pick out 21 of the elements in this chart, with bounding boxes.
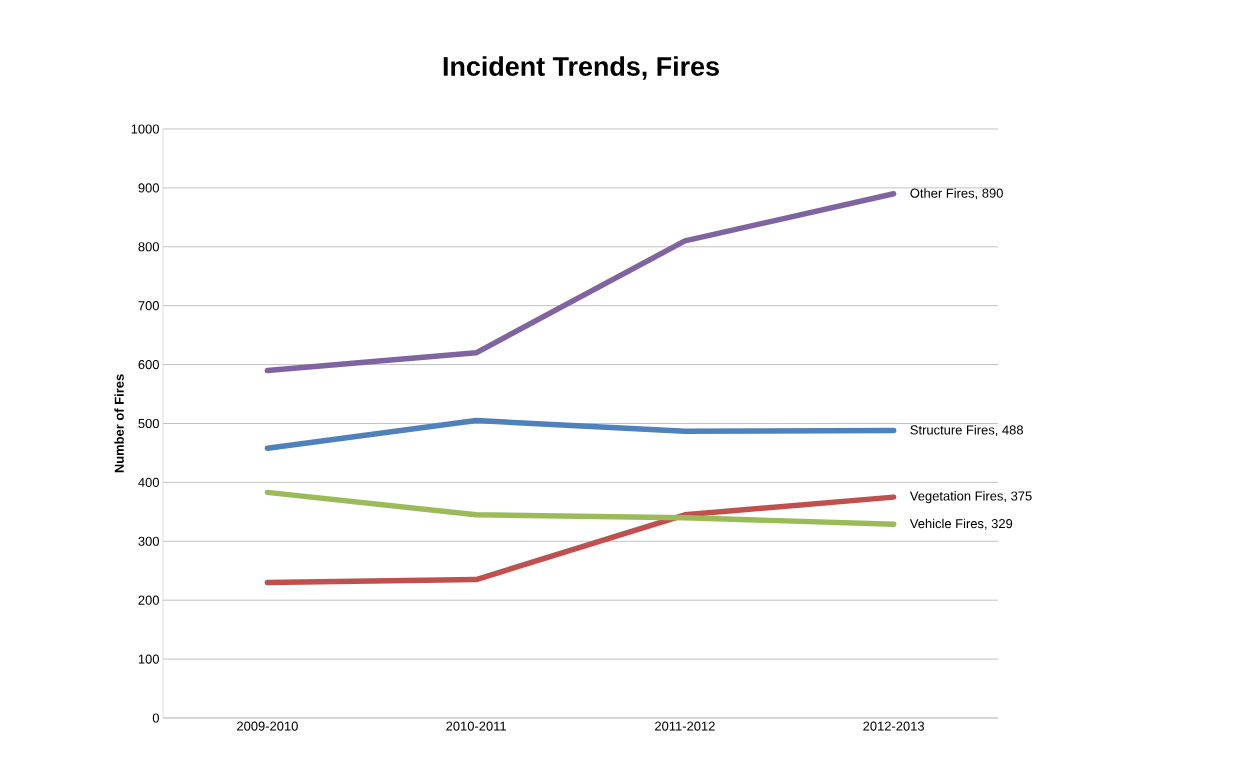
annotation: Other Fires, 890 (910, 188, 1003, 200)
y-tick-label: 700 (138, 301, 159, 311)
y-axis-title: Number of Fires (114, 374, 124, 473)
annotation: Structure Fires, 488 (910, 425, 1023, 437)
y-tick-label: 900 (138, 183, 159, 193)
y-tick-label: 100 (138, 654, 159, 664)
y-tick-label: 0 (152, 713, 159, 723)
y-tick-label: 1000 (131, 124, 159, 134)
annotation: Vegetation Fires, 375 (909, 491, 1032, 504)
x-tick-label: 2010-2011 (446, 721, 506, 731)
chart-title: Incident Trends, Fires (443, 56, 719, 80)
y-tick-label: 400 (138, 477, 159, 487)
y-tick-label: 300 (138, 536, 159, 546)
x-tick-label: 2012-2013 (863, 721, 925, 731)
x-tick-label: 2009-2010 (237, 721, 298, 731)
annotation: Vehicle Fires, 329 (909, 518, 1013, 530)
y-tick-label: 500 (138, 418, 159, 429)
y-tick-label: 800 (138, 242, 159, 252)
x-tick-label: 2011-2012 (655, 721, 715, 731)
y-tick-label: 600 (138, 359, 159, 370)
y-tick-label: 200 (138, 595, 159, 605)
